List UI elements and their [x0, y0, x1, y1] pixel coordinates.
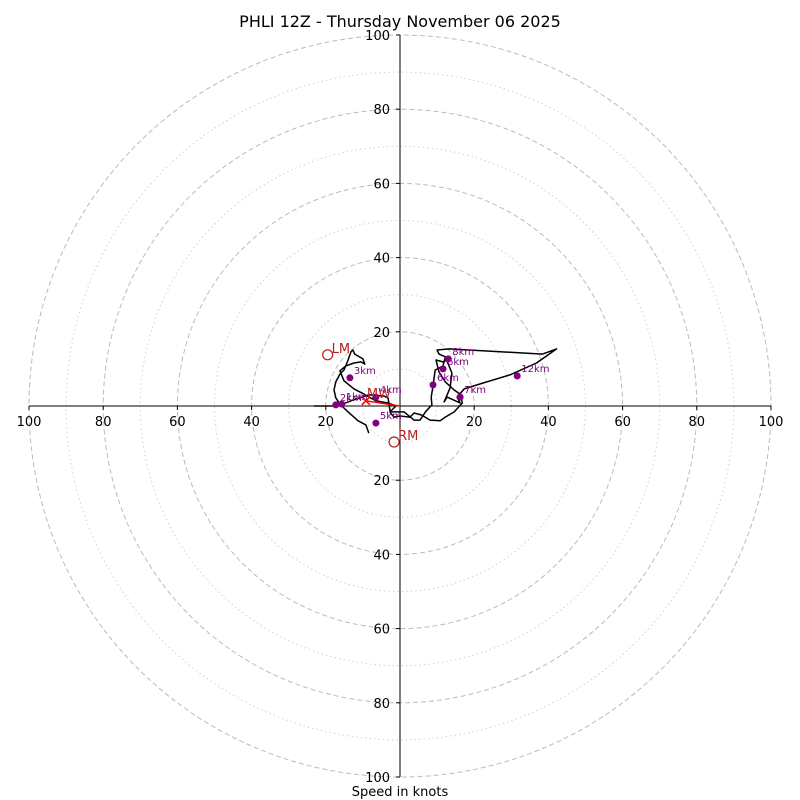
y-tick-label: 20: [373, 326, 390, 341]
x-tick-label: 80: [95, 415, 112, 430]
tick-labels: 100 80 60 40 20 20 40 60 80 100 20 40 60 80 100 20 40 60 8…: [17, 29, 784, 786]
y-tick-label: 100: [365, 771, 390, 786]
y-tick-label: 100: [365, 29, 390, 44]
x-tick-label: 60: [614, 415, 631, 430]
height-point-label: 4km: [380, 385, 402, 396]
y-tick-label: 60: [373, 177, 390, 192]
x-tick-label: 100: [17, 415, 42, 430]
height-point-dot: [372, 393, 380, 401]
wind-trace-line: [313, 348, 558, 434]
height-point-dot: [332, 401, 340, 409]
storm-motion-markers: LM MW RM: [322, 342, 418, 448]
height-point-dot: [439, 365, 447, 373]
height-point-dot: [444, 355, 452, 363]
y-tick-label: 80: [373, 697, 390, 712]
chart-title: PHLI 12Z - Thursday November 06 2025: [239, 12, 561, 31]
x-tick-label: 40: [540, 415, 557, 430]
y-tick-label: 20: [373, 474, 390, 489]
height-point-dot: [346, 374, 354, 382]
height-point-label: 5km: [380, 411, 402, 422]
x-tick-label: 20: [466, 415, 483, 430]
height-point-dot: [338, 400, 346, 408]
y-tick-label: 40: [373, 252, 390, 267]
x-tick-label: 40: [243, 415, 260, 430]
storm-motion-ring: [388, 436, 400, 448]
height-point-label: 8km: [452, 347, 474, 358]
x-tick-label: 100: [759, 415, 784, 430]
x-axis-label: Speed in knots: [352, 785, 449, 800]
mean-wind-marker: [361, 396, 371, 406]
height-point-label: 1km: [346, 392, 368, 403]
y-tick-label: 60: [373, 623, 390, 638]
x-tick-label: 60: [169, 415, 186, 430]
height-point-label: 7km: [464, 385, 486, 396]
height-point-label: 6km: [437, 373, 459, 384]
height-point-dot: [513, 372, 521, 380]
mean-wind-arrow: [365, 400, 401, 407]
x-tick-label: 20: [318, 415, 335, 430]
height-point-dot: [456, 393, 464, 401]
storm-motion-label: MW: [367, 387, 391, 402]
height-point-dot: [372, 419, 380, 427]
wind-trace: [313, 348, 558, 434]
storm-motion-label: LM: [332, 342, 350, 357]
y-tick-label: 80: [373, 103, 390, 118]
height-point-label: 3km: [354, 366, 376, 377]
storm-motion-ring: [322, 349, 334, 361]
y-tick-label: 40: [373, 548, 390, 563]
height-point-label: 12km: [521, 364, 549, 375]
height-point-label: 6km: [447, 357, 469, 368]
height-point-dot: [429, 381, 437, 389]
height-point-label: 2km: [340, 393, 362, 404]
mean-wind-vector: [361, 396, 401, 407]
storm-motion-label: RM: [398, 429, 418, 444]
x-tick-label: 80: [689, 415, 706, 430]
